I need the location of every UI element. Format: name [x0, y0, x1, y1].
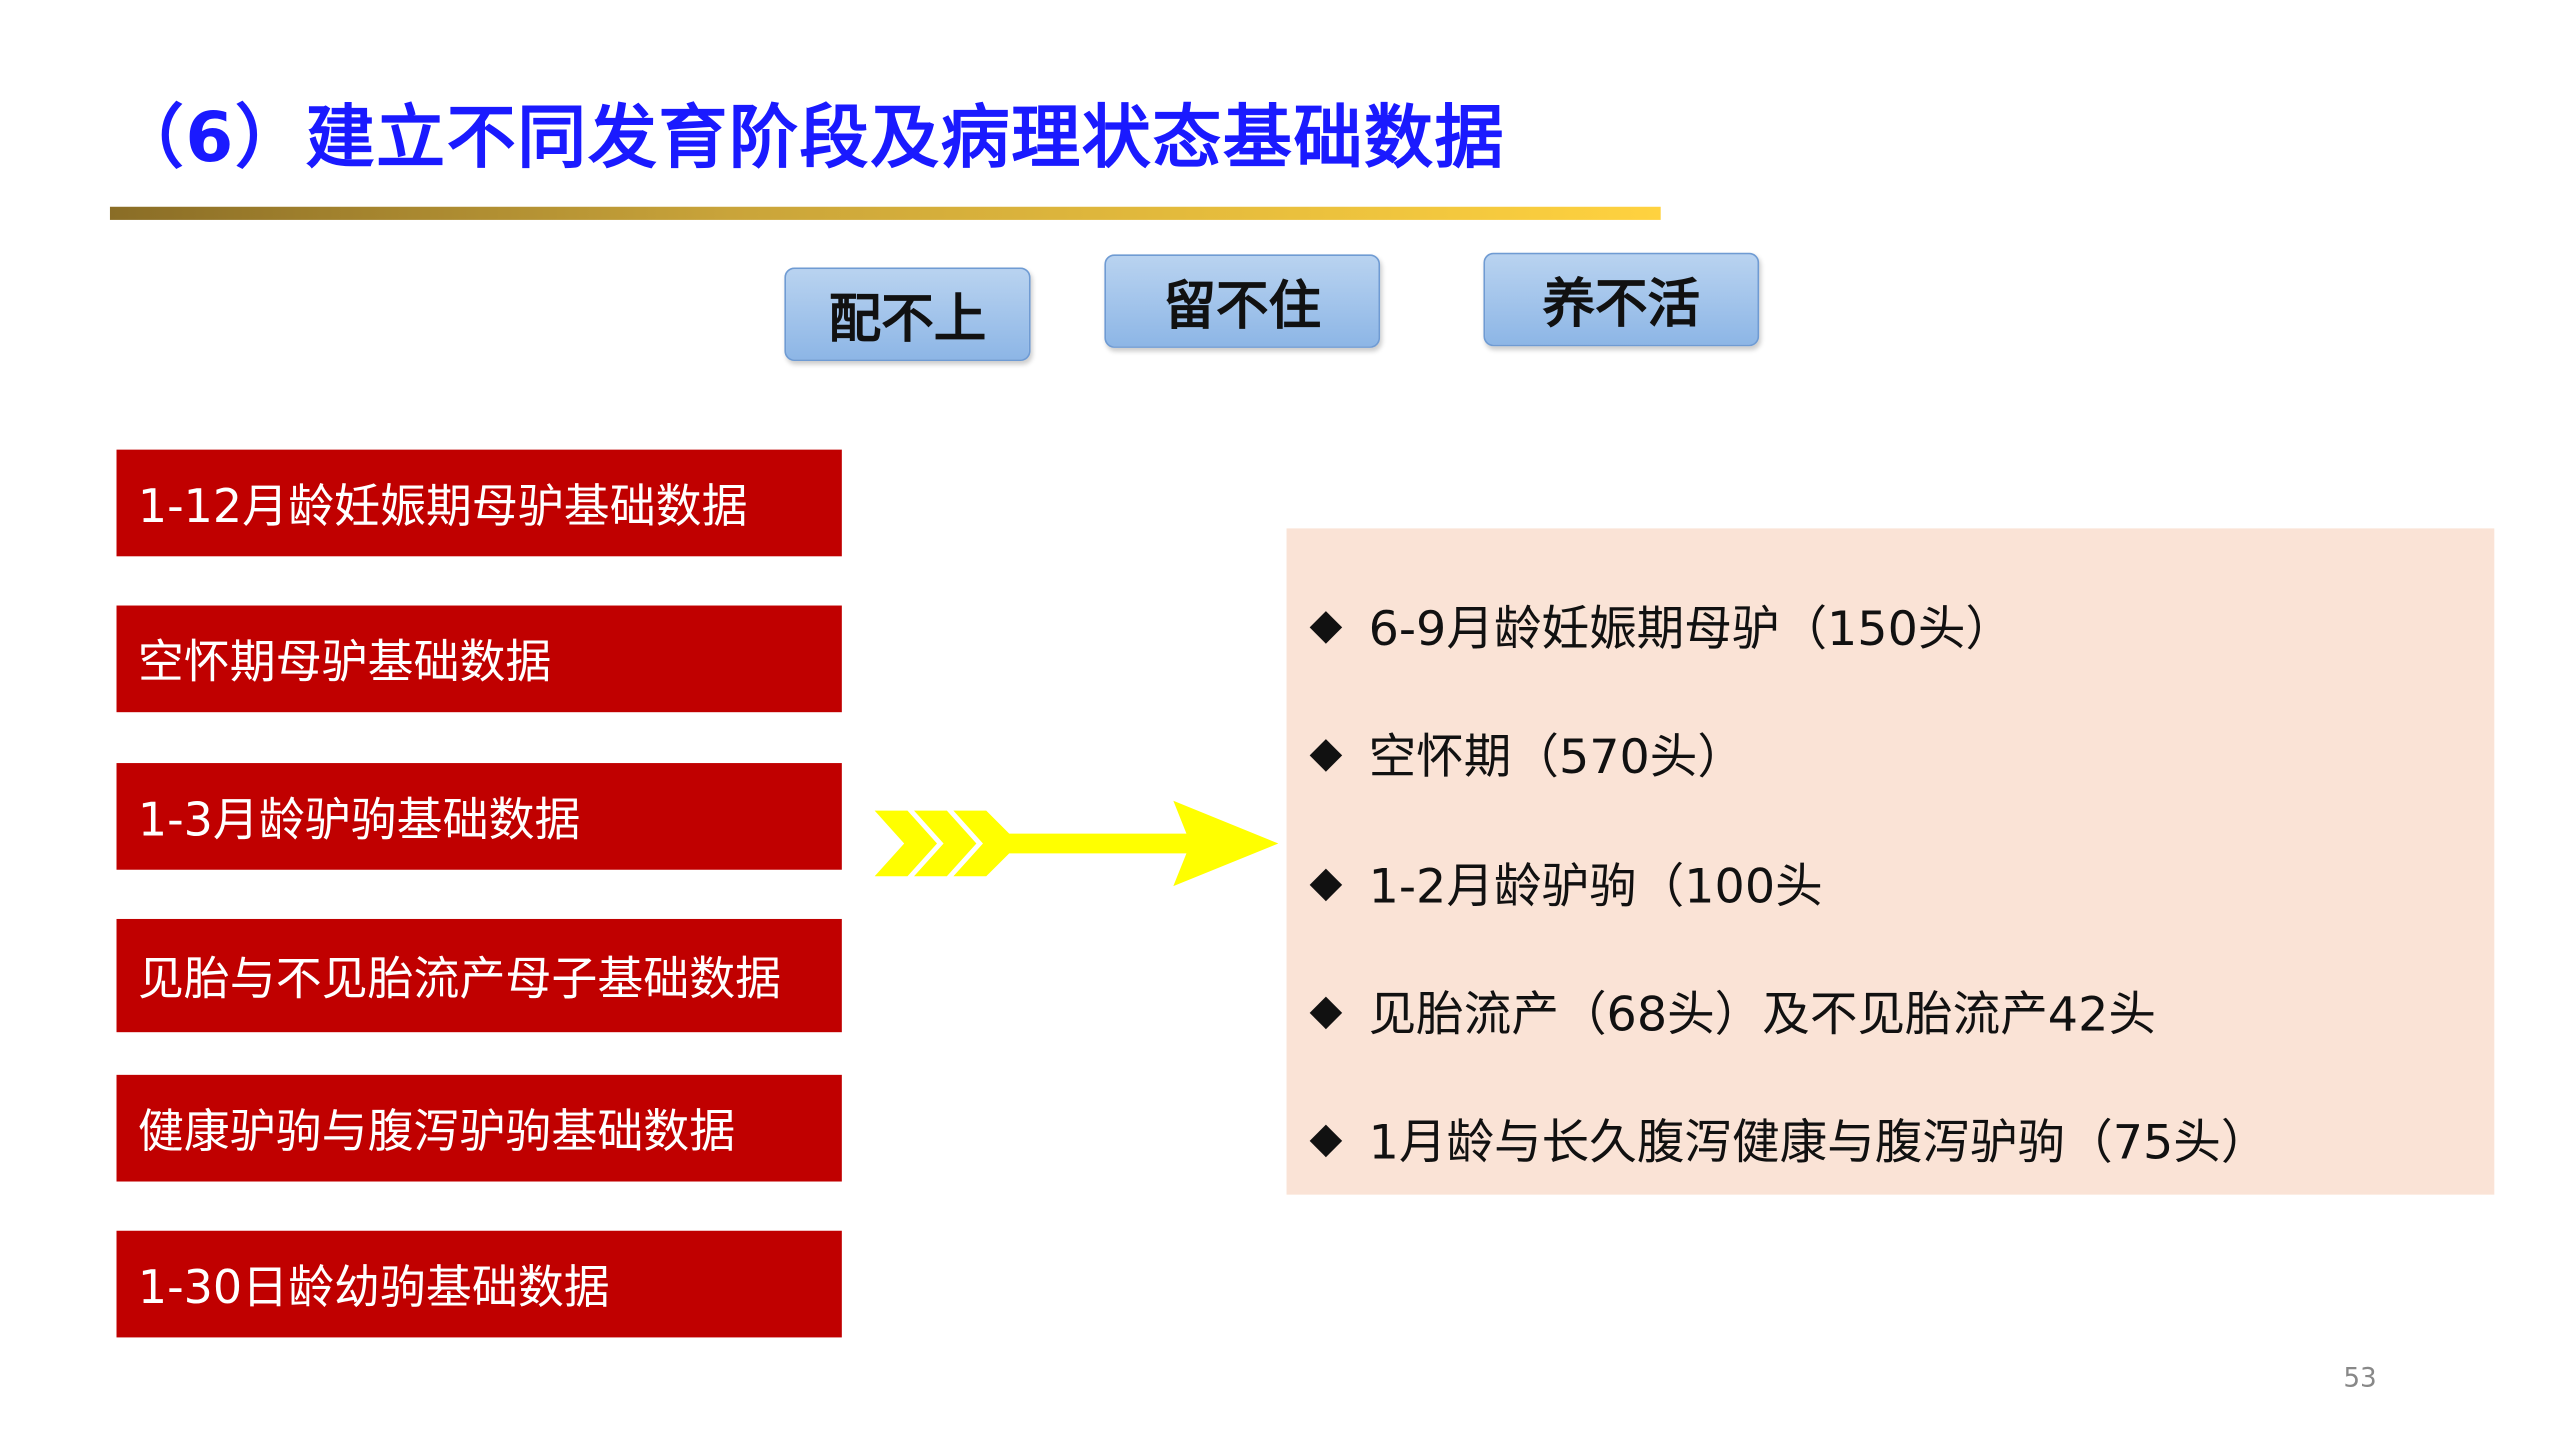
title-underline [109, 206, 1661, 220]
sample-item: ◆ 6-9月龄妊娠期母驴（150头） [1310, 591, 2014, 660]
sample-panel [1286, 528, 2495, 1195]
category-box: 空怀期母驴基础数据 [116, 605, 842, 713]
diamond-bullet-icon: ◆ [1309, 728, 1343, 778]
sample-text: 1-2月龄驴驹（100头 [1368, 858, 1823, 915]
diamond-bullet-icon: ◆ [1309, 1114, 1343, 1164]
tag-retention: 留不住 [1104, 254, 1381, 348]
category-box: 1-30日龄幼驹基础数据 [116, 1230, 842, 1338]
sample-item: ◆ 见胎流产（68头）及不见胎流产42头 [1310, 976, 2156, 1045]
sample-text: 1月龄与长久腹泻健康与腹泻驴驹（75头） [1368, 1114, 2269, 1171]
category-box: 1-3月龄驴驹基础数据 [116, 763, 842, 870]
sample-text: 空怀期（570头） [1368, 728, 1745, 785]
page-title: （6）建立不同发育阶段及病理状态基础数据 [114, 96, 1506, 178]
page-number: 53 [2343, 1362, 2377, 1394]
sample-item: ◆ 1月龄与长久腹泻健康与腹泻驴驹（75头） [1310, 1104, 2269, 1173]
sample-text: 6-9月龄妊娠期母驴（150头） [1368, 600, 2014, 657]
diamond-bullet-icon: ◆ [1309, 600, 1343, 650]
category-label: 健康驴驹与腹泻驴驹基础数据 [137, 1103, 736, 1158]
diamond-bullet-icon: ◆ [1309, 986, 1343, 1036]
category-label: 空怀期母驴基础数据 [137, 634, 552, 689]
sample-item: ◆ 空怀期（570头） [1310, 719, 1745, 788]
sample-item: ◆ 1-2月龄驴驹（100头 [1310, 848, 1823, 917]
category-box: 健康驴驹与腹泻驴驹基础数据 [116, 1074, 842, 1182]
category-label: 见胎与不见胎流产母子基础数据 [137, 950, 782, 1006]
category-box: 见胎与不见胎流产母子基础数据 [116, 918, 842, 1033]
sample-text: 见胎流产（68头）及不见胎流产42头 [1368, 986, 2156, 1043]
category-label: 1-12月龄妊娠期母驴基础数据 [137, 478, 748, 533]
tag-survival: 养不活 [1483, 252, 1760, 347]
arrow-icon [874, 800, 1279, 887]
tag-mismatch: 配不上 [784, 267, 1031, 362]
category-label: 1-3月龄驴驹基础数据 [137, 791, 581, 846]
category-label: 1-30日龄幼驹基础数据 [137, 1259, 610, 1314]
category-box: 1-12月龄妊娠期母驴基础数据 [116, 449, 842, 557]
diamond-bullet-icon: ◆ [1309, 858, 1343, 908]
